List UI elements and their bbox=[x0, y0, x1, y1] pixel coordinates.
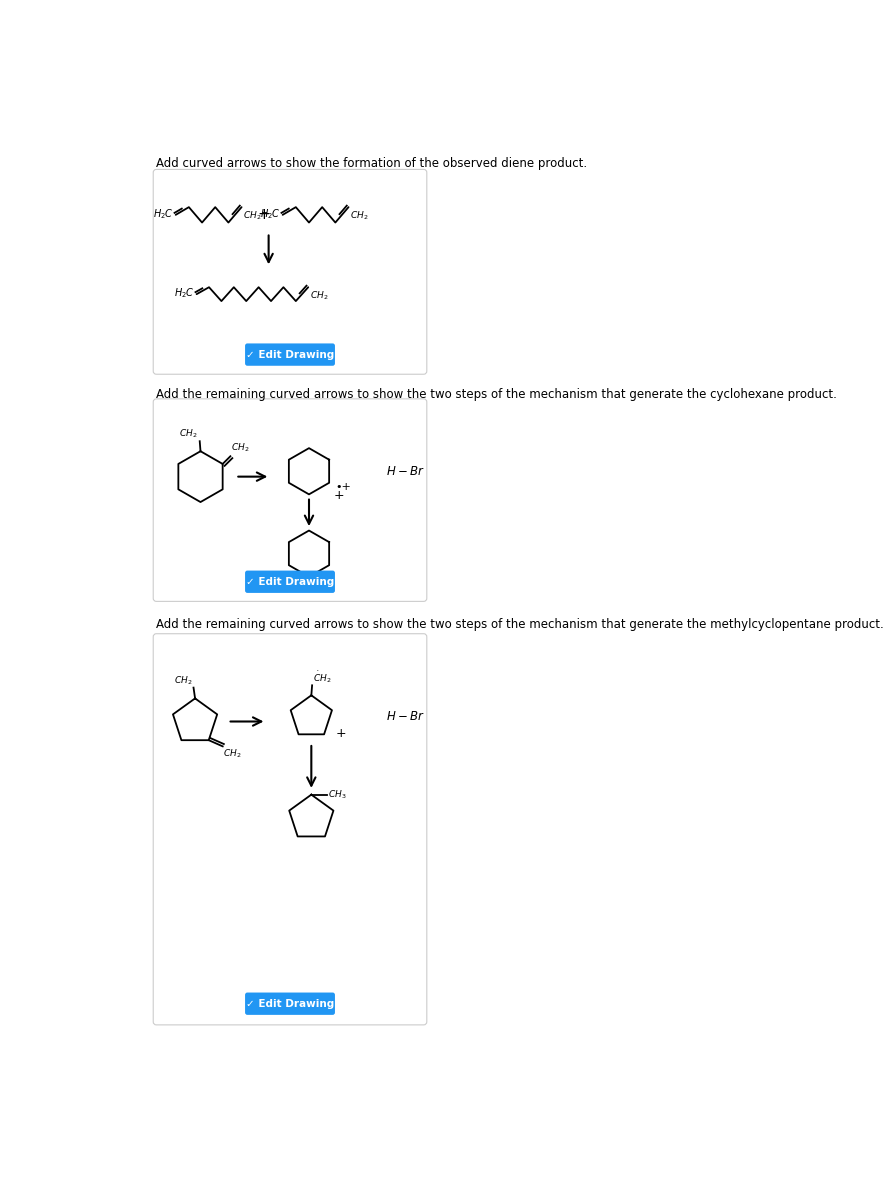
Text: $CH_2$: $CH_2$ bbox=[231, 442, 249, 454]
FancyBboxPatch shape bbox=[153, 398, 427, 601]
FancyBboxPatch shape bbox=[245, 343, 335, 366]
FancyBboxPatch shape bbox=[153, 169, 427, 374]
Text: $H_2C$: $H_2C$ bbox=[153, 208, 174, 221]
Text: $H_2C$: $H_2C$ bbox=[175, 287, 195, 300]
Text: +: + bbox=[257, 208, 270, 222]
Text: $H-Br$: $H-Br$ bbox=[387, 464, 425, 478]
Text: $H-Br$: $H-Br$ bbox=[387, 710, 425, 724]
Text: $H_2C$: $H_2C$ bbox=[260, 208, 281, 221]
Text: ✓ Edit Drawing: ✓ Edit Drawing bbox=[246, 349, 334, 360]
FancyBboxPatch shape bbox=[153, 634, 427, 1025]
Text: $CH_3$: $CH_3$ bbox=[329, 788, 347, 800]
Text: ✓ Edit Drawing: ✓ Edit Drawing bbox=[246, 577, 334, 587]
Text: Add the remaining curved arrows to show the two steps of the mechanism that gene: Add the remaining curved arrows to show … bbox=[156, 618, 884, 630]
FancyBboxPatch shape bbox=[245, 992, 335, 1015]
Text: Add curved arrows to show the formation of the observed diene product.: Add curved arrows to show the formation … bbox=[156, 157, 587, 170]
Text: $CH_2$: $CH_2$ bbox=[179, 428, 198, 440]
FancyBboxPatch shape bbox=[245, 570, 335, 593]
Text: $CH_2$: $CH_2$ bbox=[224, 748, 242, 761]
Text: Add the remaining curved arrows to show the two steps of the mechanism that gene: Add the remaining curved arrows to show … bbox=[156, 388, 838, 401]
Text: ✓ Edit Drawing: ✓ Edit Drawing bbox=[246, 998, 334, 1009]
Text: $CH_2$: $CH_2$ bbox=[174, 674, 192, 686]
Text: +: + bbox=[336, 727, 346, 740]
Text: $CH_2$: $CH_2$ bbox=[310, 289, 328, 302]
Text: +: + bbox=[333, 490, 344, 503]
Text: $\dot{C}H_2$: $\dot{C}H_2$ bbox=[313, 670, 331, 684]
Text: $CH_2$: $CH_2$ bbox=[243, 210, 262, 222]
Text: $CH_2$: $CH_2$ bbox=[350, 210, 369, 222]
Text: •+: •+ bbox=[335, 481, 351, 492]
